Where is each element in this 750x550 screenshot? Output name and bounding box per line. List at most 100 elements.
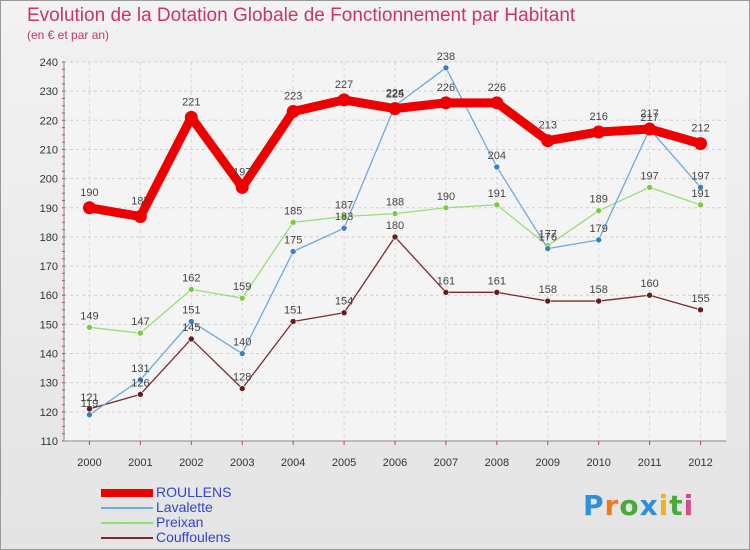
x-tick-label: 2000 bbox=[77, 457, 101, 469]
y-tick-label: 130 bbox=[40, 378, 58, 390]
x-tick-label: 2008 bbox=[485, 457, 509, 469]
data-label-lavalette: 238 bbox=[437, 51, 455, 63]
data-label-preixan: 197 bbox=[640, 170, 658, 182]
data-point-roullens bbox=[133, 210, 147, 224]
data-point-couffoulens bbox=[697, 306, 704, 314]
y-tick-label: 180 bbox=[40, 232, 58, 244]
logo-letter: r bbox=[604, 489, 620, 522]
data-point-preixan bbox=[137, 329, 144, 337]
data-label-roullens: 221 bbox=[182, 96, 200, 108]
y-tick-label: 140 bbox=[40, 349, 58, 361]
data-label-roullens: 213 bbox=[539, 120, 557, 132]
data-point-couffoulens bbox=[188, 335, 195, 343]
data-label-preixan: 149 bbox=[80, 310, 98, 322]
x-tick-label: 2001 bbox=[128, 457, 152, 469]
legend-swatch bbox=[101, 507, 153, 509]
data-point-roullens bbox=[541, 134, 555, 148]
data-label-preixan: 191 bbox=[691, 188, 709, 200]
data-label-lavalette: 176 bbox=[539, 232, 557, 244]
x-tick-label: 2012 bbox=[688, 457, 712, 469]
x-tick-label: 2006 bbox=[383, 457, 407, 469]
logo-letter: t bbox=[669, 489, 684, 522]
legend-label: Preixan bbox=[156, 514, 204, 530]
data-label-roullens: 226 bbox=[437, 82, 455, 94]
data-point-lavalette bbox=[442, 64, 450, 72]
data-point-preixan bbox=[697, 201, 704, 209]
data-point-lavalette bbox=[697, 184, 704, 191]
y-tick-label: 170 bbox=[40, 261, 58, 273]
x-tick-label: 2010 bbox=[586, 457, 610, 469]
data-point-couffoulens bbox=[391, 233, 399, 241]
data-label-couffoulens: 180 bbox=[386, 220, 404, 232]
data-label-couffoulens: 158 bbox=[590, 284, 608, 296]
data-point-lavalette bbox=[493, 163, 501, 171]
data-point-preixan bbox=[442, 204, 450, 212]
data-point-roullens bbox=[286, 105, 300, 119]
data-label-couffoulens: 160 bbox=[640, 278, 658, 290]
x-tick-label: 2004 bbox=[281, 457, 305, 469]
data-label-lavalette: 140 bbox=[233, 337, 251, 349]
data-label-preixan: 189 bbox=[590, 194, 608, 206]
data-labels: 190 187 221 197 223 227 224 226 226 213 216 217 212 1… bbox=[80, 51, 709, 410]
data-label-lavalette: 131 bbox=[131, 363, 149, 375]
y-tick-label: 160 bbox=[40, 290, 58, 302]
data-label-preixan: 177 bbox=[539, 229, 557, 241]
data-point-couffoulens bbox=[595, 297, 602, 305]
data-point-roullens bbox=[388, 102, 402, 116]
y-tick-label: 120 bbox=[40, 407, 58, 419]
data-point-preixan bbox=[188, 286, 195, 293]
data-label-roullens: 216 bbox=[590, 111, 608, 123]
data-point-preixan bbox=[391, 210, 399, 217]
data-label-lavalette: 197 bbox=[691, 170, 709, 182]
data-point-roullens bbox=[694, 137, 708, 151]
data-label-preixan: 185 bbox=[284, 205, 302, 217]
data-label-couffoulens: 121 bbox=[80, 392, 98, 404]
logo-letter: i bbox=[658, 489, 670, 522]
legend-swatch bbox=[101, 522, 153, 524]
legend-label: Lavalette bbox=[156, 499, 213, 515]
proxiti-logo: Proxiti bbox=[583, 489, 694, 522]
legend-swatch bbox=[101, 489, 153, 497]
logo-letter: P bbox=[583, 489, 605, 522]
data-label-couffoulens: 128 bbox=[233, 372, 251, 384]
data-point-preixan bbox=[595, 207, 602, 214]
data-point-couffoulens bbox=[289, 318, 297, 325]
y-tick-label: 210 bbox=[40, 144, 58, 156]
data-point-lavalette bbox=[86, 411, 93, 419]
data-label-lavalette: 225 bbox=[386, 89, 404, 101]
data-label-lavalette: 204 bbox=[488, 150, 506, 162]
data-point-couffoulens bbox=[442, 289, 450, 296]
y-tick-label: 150 bbox=[40, 319, 58, 331]
chart-subtitle: (en € et par an) bbox=[27, 28, 110, 42]
data-point-couffoulens bbox=[646, 291, 653, 299]
data-label-couffoulens: 161 bbox=[488, 275, 506, 287]
data-point-preixan bbox=[238, 294, 246, 302]
x-tick-label: 2005 bbox=[332, 457, 356, 469]
data-label-couffoulens: 126 bbox=[131, 377, 149, 389]
data-label-roullens: 223 bbox=[284, 91, 302, 103]
x-tick-label: 2002 bbox=[179, 457, 203, 469]
x-tick-label: 2003 bbox=[230, 457, 254, 469]
chart-title: Evolution de la Dotation Globale de Fonc… bbox=[27, 5, 576, 26]
x-tick-label: 2009 bbox=[536, 457, 560, 469]
data-point-lavalette bbox=[238, 350, 246, 357]
logo-letter: o bbox=[619, 489, 640, 522]
grid bbox=[64, 61, 726, 442]
data-label-couffoulens: 161 bbox=[437, 275, 455, 287]
y-tick-label: 200 bbox=[40, 174, 58, 186]
data-point-lavalette bbox=[544, 245, 552, 252]
data-point-couffoulens bbox=[137, 391, 144, 398]
data-label-couffoulens: 158 bbox=[539, 284, 557, 296]
data-label-couffoulens: 151 bbox=[284, 304, 302, 316]
x-tick-label: 2007 bbox=[434, 457, 458, 469]
data-label-preixan: 187 bbox=[335, 200, 353, 212]
data-label-lavalette: 119 bbox=[81, 398, 99, 410]
data-label-roullens: 227 bbox=[335, 79, 353, 91]
data-label-lavalette: 179 bbox=[590, 223, 608, 235]
data-point-roullens bbox=[235, 180, 249, 194]
y-tick-label: 110 bbox=[40, 436, 58, 448]
data-point-lavalette bbox=[137, 376, 144, 384]
data-point-roullens bbox=[643, 122, 657, 136]
data-label-preixan: 159 bbox=[233, 281, 251, 293]
